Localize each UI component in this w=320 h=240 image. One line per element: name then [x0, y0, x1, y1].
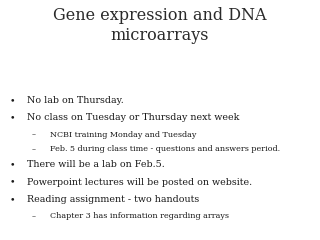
Text: –: – — [32, 212, 36, 220]
Text: –: – — [32, 131, 36, 138]
Text: Reading assignment - two handouts: Reading assignment - two handouts — [27, 195, 199, 204]
Text: Powerpoint lectures will be posted on website.: Powerpoint lectures will be posted on we… — [27, 178, 252, 187]
Text: Gene expression and DNA
microarrays: Gene expression and DNA microarrays — [53, 7, 267, 44]
Text: Chapter 3 has information regarding arrays: Chapter 3 has information regarding arra… — [50, 212, 228, 220]
Text: No lab on Thursday.: No lab on Thursday. — [27, 96, 124, 105]
Text: No class on Tuesday or Thursday next week: No class on Tuesday or Thursday next wee… — [27, 113, 240, 122]
Text: –: – — [32, 145, 36, 153]
Text: •: • — [10, 113, 15, 122]
Text: •: • — [10, 178, 15, 187]
Text: •: • — [10, 160, 15, 169]
Text: Feb. 5 during class time - questions and answers period.: Feb. 5 during class time - questions and… — [50, 145, 280, 153]
Text: NCBI training Monday and Tuesday: NCBI training Monday and Tuesday — [50, 131, 196, 138]
Text: There will be a lab on Feb.5.: There will be a lab on Feb.5. — [27, 160, 165, 169]
Text: •: • — [10, 195, 15, 204]
Text: •: • — [10, 96, 15, 105]
